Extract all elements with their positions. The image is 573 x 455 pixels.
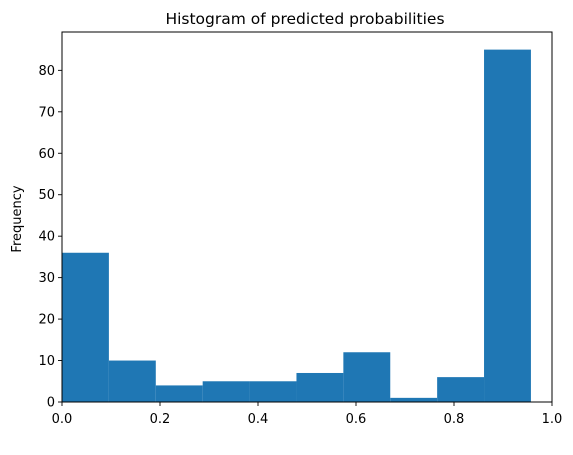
y-tick-label: 30 [38, 271, 55, 286]
y-axis-label: Frequency [10, 185, 25, 252]
histogram-bar [484, 49, 531, 402]
histogram-bar [108, 360, 156, 402]
y-tick-label: 60 [38, 147, 55, 162]
x-tick-label: 0.8 [444, 412, 465, 427]
histogram-bar [437, 377, 485, 402]
plot-frame [61, 31, 553, 403]
chart-title: Histogram of predicted probabilities [165, 10, 444, 28]
y-tick-label: 10 [38, 354, 55, 369]
y-axis-ticks: 0 10 20 30 40 50 60 70 80 [38, 64, 62, 411]
histogram-bar [155, 385, 203, 402]
x-tick-label: 0.4 [248, 412, 269, 427]
histogram-bar [296, 372, 344, 402]
y-tick-label: 80 [38, 64, 55, 79]
y-tick-label: 0 [47, 396, 55, 411]
bars [62, 49, 531, 402]
histogram-bar [249, 381, 297, 402]
x-tick-label: 0.6 [346, 412, 367, 427]
x-tick-label: 0.2 [150, 412, 171, 427]
histogram-bar [62, 252, 109, 402]
x-tick-label: 0.0 [52, 412, 73, 427]
y-tick-label: 70 [38, 105, 55, 120]
y-tick-label: 20 [38, 313, 55, 328]
histogram-bar [390, 397, 438, 402]
y-tick-label: 40 [38, 230, 55, 245]
histogram-bar [202, 381, 250, 402]
x-tick-label: 1.0 [542, 412, 563, 427]
y-tick-label: 50 [38, 188, 55, 203]
x-axis-ticks: 0.0 0.2 0.4 0.6 0.8 1.0 [52, 402, 563, 427]
histogram-bar [343, 352, 391, 402]
